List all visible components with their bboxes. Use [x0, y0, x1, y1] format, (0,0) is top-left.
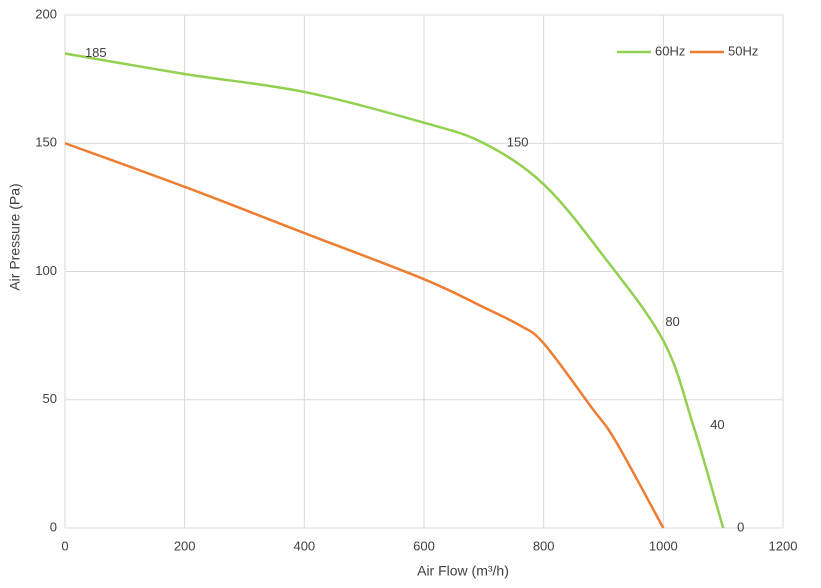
annotation: 150: [507, 135, 529, 150]
series-line: [64, 52, 725, 529]
legend-label: 60Hz: [655, 43, 685, 58]
legend-label: 50Hz: [728, 43, 758, 58]
x-tick-label: 600: [413, 538, 435, 553]
y-tick-label: 50: [43, 391, 57, 406]
x-tick-label: 200: [174, 538, 196, 553]
x-tick-label: 0: [61, 538, 68, 553]
x-tick-label: 800: [533, 538, 555, 553]
annotation: 40: [710, 417, 724, 432]
y-tick-label: 150: [35, 135, 57, 150]
annotation: 185: [85, 45, 107, 60]
x-tick-label: 1000: [649, 538, 678, 553]
series-line: [64, 142, 665, 529]
y-tick-label: 100: [35, 263, 57, 278]
y-axis-title: Air Pressure (Pa): [7, 183, 23, 290]
x-tick-label: 1200: [769, 538, 798, 553]
annotation: 0: [737, 519, 744, 534]
annotation: 80: [665, 314, 679, 329]
y-tick-label: 200: [35, 6, 57, 21]
y-tick-label: 0: [50, 519, 57, 534]
x-axis-title: Air Flow (m³/h): [417, 563, 509, 579]
x-tick-label: 400: [293, 538, 315, 553]
